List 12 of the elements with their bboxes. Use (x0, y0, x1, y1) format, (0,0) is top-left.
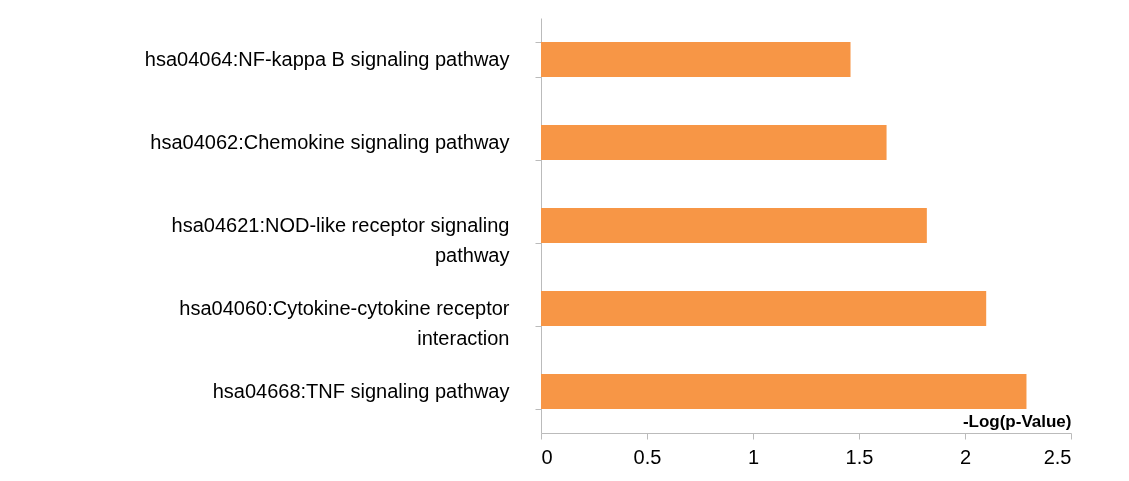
x-tick-label: 2 (959, 445, 972, 468)
x-tick-label: 1.5 (845, 445, 874, 468)
x-axis-title: -Log(p-Value) (962, 411, 1072, 431)
x-tick-label: 0 (541, 445, 553, 468)
y-tick-label: hsa04668:TNF signaling pathway (212, 380, 510, 402)
y-tick-label: hsa04062:Chemokine signaling pathway (150, 131, 510, 153)
x-tick-label: 2.5 (1043, 445, 1072, 468)
y-tick-label: hsa04621:NOD-like receptor signaling pathway (171, 214, 510, 266)
x-tick-label: 1 (747, 445, 760, 468)
y-tick-label: hsa04060:Cytokine-cytokine receptor interaction (179, 297, 510, 349)
y-tick-label: hsa04064:NF-kappa B signaling pathway (144, 48, 510, 70)
x-tick-label: 0.5 (633, 445, 662, 468)
